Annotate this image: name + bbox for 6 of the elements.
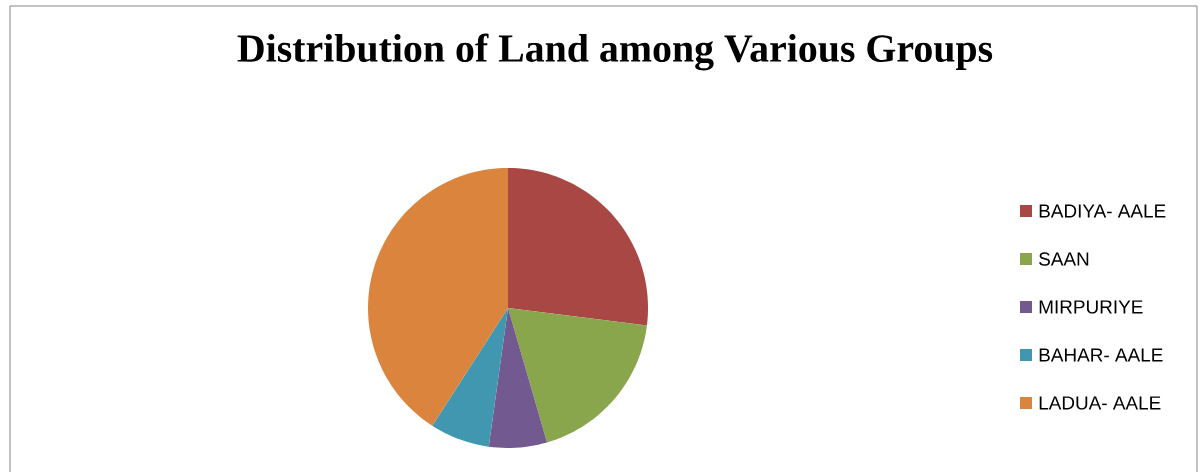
legend-label: LADUA- AALE [1039,396,1161,410]
legend-label: BADIYA- AALE [1039,204,1166,218]
chart-title: Distribution of Land among Various Groups [237,33,993,71]
legend-label: MIRPURIYE [1039,300,1143,314]
legend-label: SAAN [1039,252,1089,266]
legend-label: BAHAR- AALE [1039,348,1163,362]
